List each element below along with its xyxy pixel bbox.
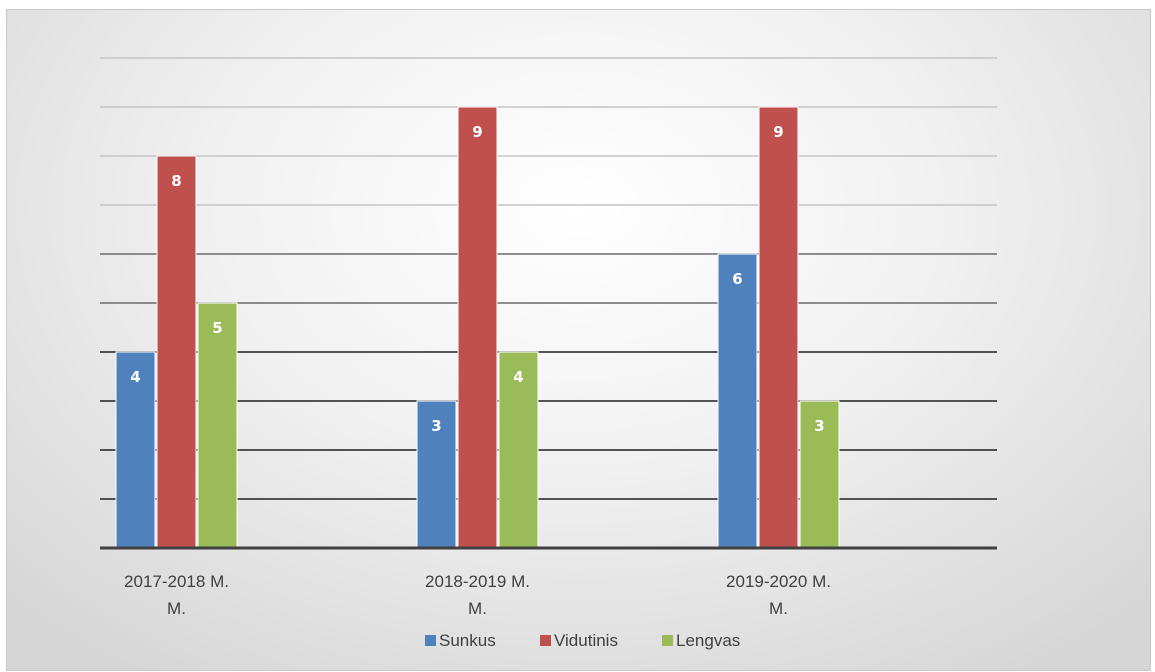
legend-swatch-vidutinis [540,635,551,646]
data-label: 3 [431,417,441,435]
data-label: 9 [773,123,783,141]
legend-label-lengvas: Lengvas [676,631,740,650]
bar-vidutinis-2 [458,107,497,548]
data-label: 4 [130,368,140,386]
legend-label-sunkus: Sunkus [439,631,496,650]
bar-sunkus-3 [718,254,757,548]
category-label: 2019-2020 M. M. [726,572,831,618]
data-label: 4 [513,368,523,386]
legend-swatch-sunkus [425,635,436,646]
category-label-line: M. [468,599,487,618]
legend-swatch-lengvas [662,635,673,646]
bar-vidutinis-1 [157,156,196,548]
category-label-line: 2018-2019 M. [425,572,530,591]
bar-lengvas-1 [198,303,237,548]
category-label: 2018-2019 M. M. [425,572,530,618]
bar-vidutinis-3 [759,107,798,548]
data-label: 5 [212,319,222,337]
bars [116,107,839,548]
data-label: 3 [814,417,824,435]
legend-label-vidutinis: Vidutinis [554,631,618,650]
legend: Sunkus Vidutinis Lengvas [425,631,740,650]
category-label: 2017-2018 M. M. [124,572,229,618]
category-label-line: M. [167,599,186,618]
data-label: 8 [171,172,181,190]
category-label-line: 2017-2018 M. [124,572,229,591]
category-label-line: M. [769,599,788,618]
data-label: 9 [472,123,482,141]
category-labels: 2017-2018 M. M.2018-2019 M. M.2019-2020 M.… [124,572,831,618]
data-label: 6 [732,270,742,288]
category-label-line: 2019-2020 M. [726,572,831,591]
